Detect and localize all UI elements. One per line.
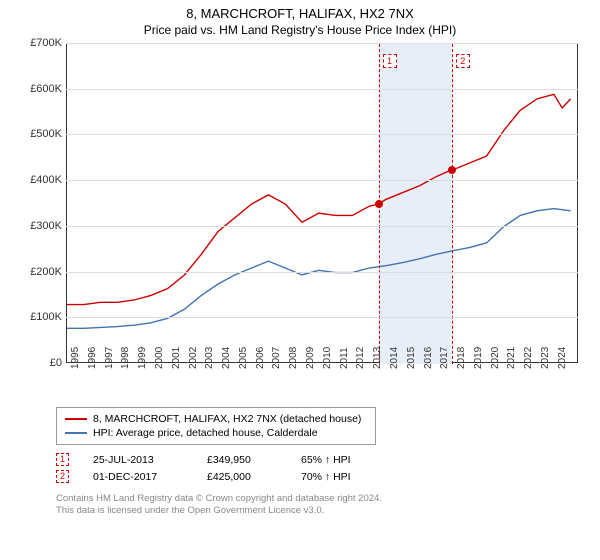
gridline — [66, 180, 578, 181]
x-tick-label: 1995 — [70, 347, 81, 369]
sale-price: £349,950 — [207, 454, 277, 466]
x-tick-label: 2013 — [372, 347, 383, 369]
sale-price: £425,000 — [207, 471, 277, 483]
y-tick-label: £500K — [30, 128, 62, 140]
x-tick-label: 2009 — [305, 347, 316, 369]
sale-marker-icon: 1 — [56, 453, 69, 466]
x-tick-label: 2005 — [238, 347, 249, 369]
sale-vs-hpi: 65% ↑ HPI — [301, 454, 351, 466]
sale-marker-box: 1 — [383, 54, 397, 68]
x-tick-label: 2023 — [540, 347, 551, 369]
plot-area: 12 — [66, 43, 578, 363]
chart-svg — [67, 44, 579, 364]
sales-row: 1 25-JUL-2013 £349,950 65% ↑ HPI — [56, 451, 600, 468]
x-tick-label: 1996 — [87, 347, 98, 369]
x-tick-label: 2012 — [355, 347, 366, 369]
footer-line-2: This data is licensed under the Open Gov… — [56, 505, 600, 517]
chart-subtitle: Price paid vs. HM Land Registry's House … — [0, 21, 600, 43]
sale-marker-box: 2 — [456, 54, 470, 68]
x-tick-label: 1997 — [104, 347, 115, 369]
sale-date: 01-DEC-2017 — [93, 471, 183, 483]
gridline — [66, 134, 578, 135]
x-tick-label: 2007 — [271, 347, 282, 369]
sale-vs-hpi: 70% ↑ HPI — [301, 471, 351, 483]
gridline — [66, 226, 578, 227]
legend-label: HPI: Average price, detached house, Cald… — [93, 427, 318, 439]
legend: 8, MARCHCROFT, HALIFAX, HX2 7NX (detache… — [56, 407, 376, 445]
sale-dot — [375, 200, 383, 208]
gridline — [66, 317, 578, 318]
gridline — [66, 43, 578, 44]
x-tick-label: 2018 — [456, 347, 467, 369]
sale-date: 25-JUL-2013 — [93, 454, 183, 466]
x-tick-label: 2017 — [439, 347, 450, 369]
chart-area: 12 £0£100K£200K£300K£400K£500K£600K£700K… — [10, 43, 590, 403]
y-tick-label: £300K — [30, 220, 62, 232]
y-tick-label: £600K — [30, 83, 62, 95]
legend-row: HPI: Average price, detached house, Cald… — [65, 426, 367, 440]
x-tick-label: 2008 — [288, 347, 299, 369]
x-tick-label: 2022 — [523, 347, 534, 369]
footer-line-1: Contains HM Land Registry data © Crown c… — [56, 493, 600, 505]
x-tick-label: 2014 — [389, 347, 400, 369]
chart-title: 8, MARCHCROFT, HALIFAX, HX2 7NX — [0, 0, 600, 21]
y-tick-label: £0 — [50, 357, 62, 369]
sale-marker-icon: 2 — [56, 470, 69, 483]
y-tick-label: £100K — [30, 311, 62, 323]
x-tick-label: 2003 — [204, 347, 215, 369]
x-tick-label: 2019 — [473, 347, 484, 369]
y-tick-label: £700K — [30, 37, 62, 49]
legend-row: 8, MARCHCROFT, HALIFAX, HX2 7NX (detache… — [65, 412, 367, 426]
legend-swatch — [65, 418, 87, 420]
sales-row: 2 01-DEC-2017 £425,000 70% ↑ HPI — [56, 468, 600, 485]
series-line-property — [67, 94, 571, 304]
gridline — [66, 89, 578, 90]
sale-dot — [448, 166, 456, 174]
x-tick-label: 2021 — [506, 347, 517, 369]
x-tick-label: 2011 — [339, 347, 350, 369]
sale-vline — [452, 44, 453, 364]
legend-swatch — [65, 432, 87, 434]
y-tick-label: £400K — [30, 174, 62, 186]
x-tick-label: 2016 — [423, 347, 434, 369]
footer: Contains HM Land Registry data © Crown c… — [56, 493, 600, 518]
legend-label: 8, MARCHCROFT, HALIFAX, HX2 7NX (detache… — [93, 413, 361, 425]
x-tick-label: 2001 — [171, 347, 182, 369]
x-tick-label: 2004 — [221, 347, 232, 369]
y-tick-label: £200K — [30, 266, 62, 278]
x-tick-label: 2010 — [322, 347, 333, 369]
x-tick-label: 2024 — [557, 347, 568, 369]
x-tick-label: 2000 — [154, 347, 165, 369]
x-tick-label: 1999 — [137, 347, 148, 369]
x-tick-label: 2015 — [406, 347, 417, 369]
gridline — [66, 272, 578, 273]
chart-container: 8, MARCHCROFT, HALIFAX, HX2 7NX Price pa… — [0, 0, 600, 560]
x-tick-label: 1998 — [120, 347, 131, 369]
x-tick-label: 2002 — [188, 347, 199, 369]
x-tick-label: 2006 — [255, 347, 266, 369]
sales-table: 1 25-JUL-2013 £349,950 65% ↑ HPI 2 01-DEC-201… — [56, 451, 600, 485]
x-tick-label: 2020 — [490, 347, 501, 369]
